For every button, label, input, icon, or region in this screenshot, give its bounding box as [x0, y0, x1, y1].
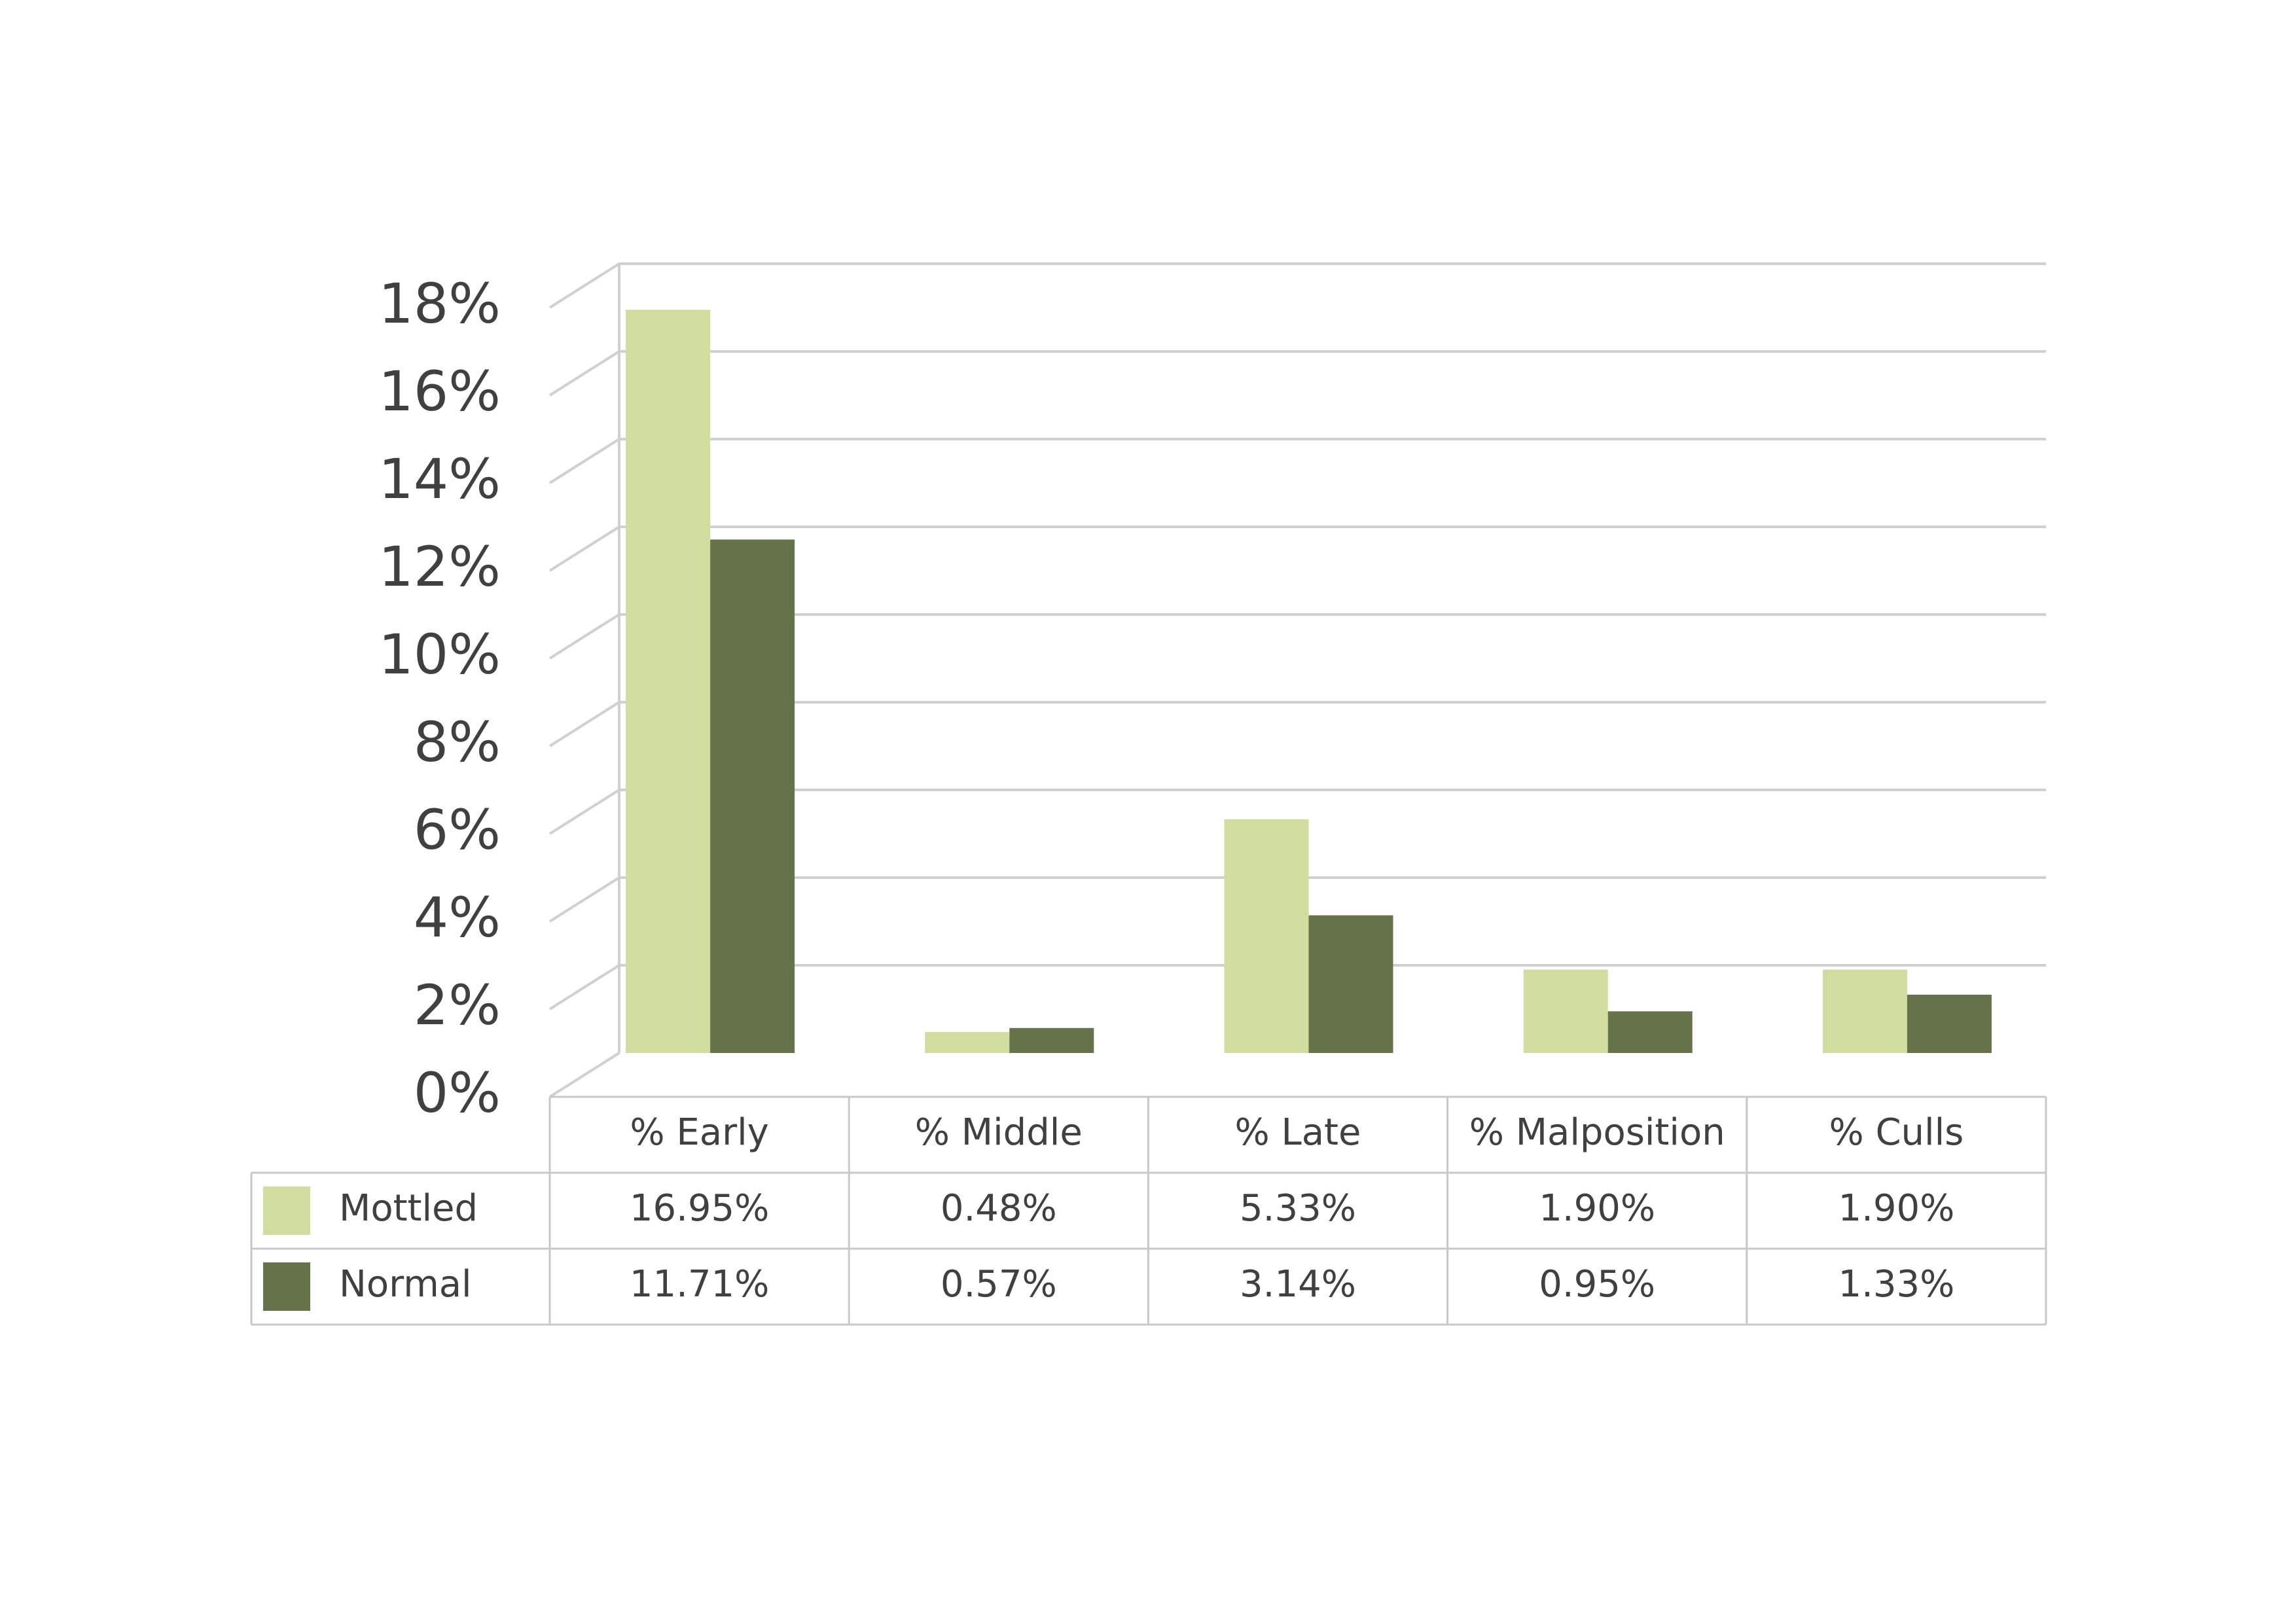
data-label: 1.90%: [1539, 1187, 1655, 1230]
y-tick-label: 12%: [378, 535, 501, 599]
data-label: 1.90%: [1838, 1187, 1954, 1230]
gridline: [548, 1052, 620, 1098]
y-tick-label: 4%: [414, 885, 501, 950]
bar-normal: [1308, 915, 1393, 1053]
y-tick-label: 2%: [414, 973, 501, 1037]
bar-mottled: [925, 1031, 1010, 1053]
bar-mottled: [1822, 969, 1907, 1053]
x-tick-label: % Middle: [915, 1111, 1083, 1154]
y-tick-label: 14%: [378, 447, 501, 511]
data-label: 1.33%: [1838, 1263, 1954, 1306]
legend-label: Normal: [339, 1263, 472, 1306]
y-tick-label: 0%: [414, 1061, 501, 1125]
y-tick-label: 6%: [414, 798, 501, 862]
bar-normal: [1607, 1011, 1693, 1053]
legend-key-mottled: [263, 1186, 310, 1235]
y-tick-label: 18%: [378, 272, 501, 336]
bar-normal: [710, 539, 795, 1053]
legend-label: Mottled: [339, 1187, 478, 1230]
data-label: 0.48%: [941, 1187, 1057, 1230]
bar-mottled: [1523, 969, 1608, 1053]
y-tick-label: 10%: [378, 622, 501, 687]
gridline: [548, 350, 2046, 397]
x-tick-label: % Culls: [1829, 1111, 1964, 1154]
gridline: [548, 262, 2046, 309]
bar-mottled: [1224, 819, 1309, 1053]
data-label: 0.95%: [1539, 1263, 1655, 1306]
bar-normal: [1907, 994, 1992, 1053]
y-tick-label: 16%: [378, 359, 501, 423]
data-label: 3.14%: [1240, 1263, 1356, 1306]
data-label: 0.57%: [941, 1263, 1057, 1306]
data-label: 11.71%: [630, 1263, 770, 1306]
y-tick-label: 8%: [414, 710, 501, 774]
data-label: 16.95%: [630, 1187, 770, 1230]
y-axis: 0% 2% 4% 6% 8% 10% 12% 14% 16% 18%: [378, 272, 501, 1125]
data-label: 5.33%: [1240, 1187, 1356, 1230]
x-tick-label: % Malposition: [1469, 1111, 1725, 1154]
bar-mottled: [626, 310, 711, 1054]
bar-normal: [1009, 1027, 1094, 1053]
data-table: % Early % Middle % Late % Malposition % Cull…: [250, 1096, 2047, 1326]
x-tick-label: % Early: [630, 1111, 768, 1154]
x-tick-label: % Late: [1235, 1111, 1361, 1154]
grid-lines: [548, 262, 2046, 1098]
legend-key-normal: [263, 1262, 310, 1311]
gridline: [548, 438, 2046, 484]
bars: [626, 310, 1992, 1054]
